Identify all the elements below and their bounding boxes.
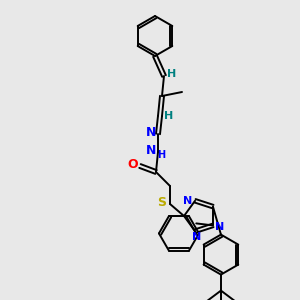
Text: N: N [215,222,225,233]
Text: H: H [157,150,165,160]
Text: O: O [128,158,138,172]
Text: N: N [192,232,202,242]
Text: N: N [146,143,156,157]
Text: H: H [167,69,177,79]
Text: S: S [158,196,166,208]
Text: H: H [164,111,174,121]
Text: N: N [146,127,156,140]
Text: N: N [183,196,193,206]
